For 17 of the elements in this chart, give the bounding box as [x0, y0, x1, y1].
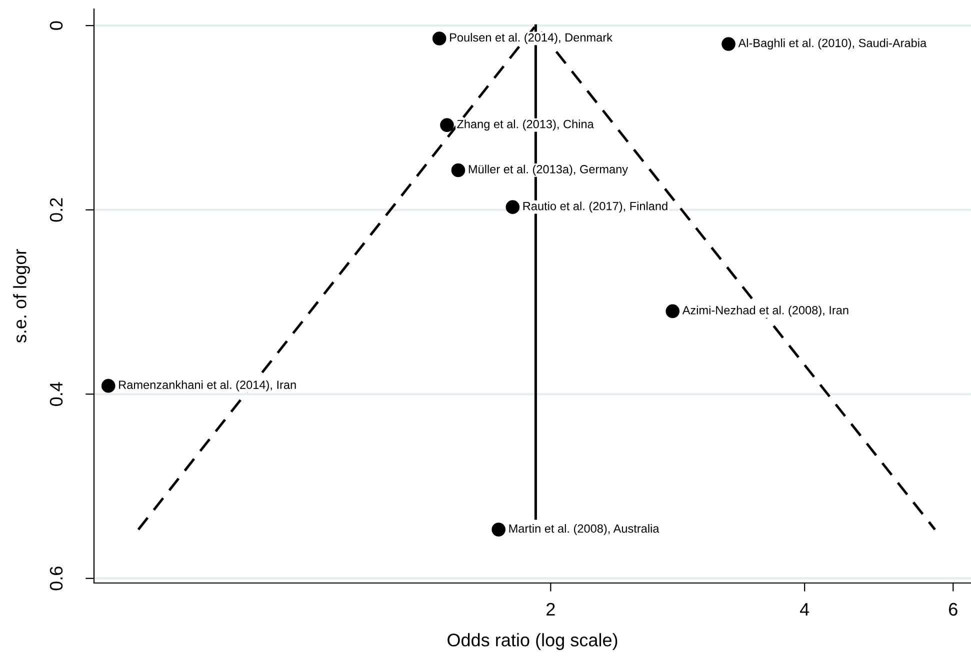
annotation: Poulsen et al. (2014), Denmark — [450, 32, 612, 44]
y-axis-title: s.e. of logor — [13, 249, 30, 343]
annotation: Al-Baghli et al. (2010), Saudi-Arabia — [738, 38, 927, 50]
x-axis-title: Odds ratio (log scale) — [448, 633, 618, 650]
x-tick-label: 4 — [800, 603, 810, 616]
x-tick-label: 6 — [949, 602, 958, 616]
annotation: Martin et al. (2008), Australia — [509, 524, 660, 536]
y-tick-label: 0.6 — [50, 566, 63, 590]
annotation: Müller et al. (2013a), Germany — [468, 164, 628, 176]
x-tick-label: 2 — [546, 602, 555, 616]
y-tick-label: 0.2 — [50, 198, 63, 222]
annotation: Azimi-Nezhad et al. (2008), Iran — [682, 306, 848, 317]
y-tick-label: 0 — [50, 21, 63, 30]
annotation: Zhang et al. (2013), China — [457, 120, 594, 131]
annotation: Ramenzankhani et al. (2014), Iran — [119, 380, 296, 392]
annotation: Rautio et al. (2017), Finland — [523, 202, 668, 213]
y-tick-label: 0.4 — [50, 382, 63, 406]
